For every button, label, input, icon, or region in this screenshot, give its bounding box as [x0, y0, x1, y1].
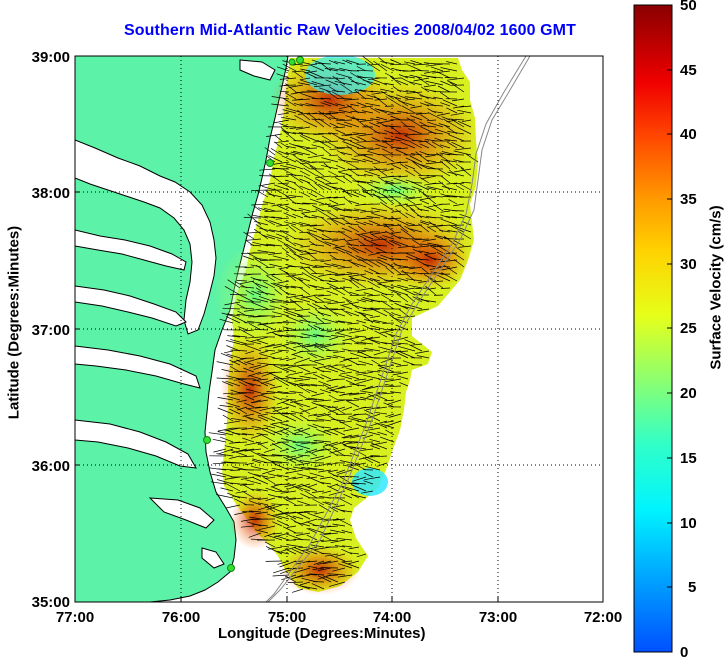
- colorbar-tick-label: 5: [688, 579, 696, 596]
- map-grid: [75, 56, 603, 602]
- y-tick-label: 39:00: [32, 49, 70, 66]
- colorbar-tick-label: 30: [680, 256, 697, 273]
- colorbar-tick-label: 40: [680, 126, 697, 143]
- y-tick-label: 38:00: [32, 185, 70, 202]
- colorbar-tick-label: 10: [680, 515, 697, 532]
- colorbar-tick-label: 20: [680, 385, 697, 402]
- y-axis-label: Latitude (Degrees:Minutes): [5, 225, 23, 420]
- colorbar: [633, 4, 673, 653]
- x-tick-label: 72:00: [584, 609, 622, 626]
- colorbar-label: Surface Velocity (cm/s): [707, 205, 724, 370]
- colorbar-tick-label: 15: [680, 450, 697, 467]
- x-tick-label: 77:00: [56, 609, 94, 626]
- velocity-field: [208, 56, 480, 595]
- x-tick-label: 74:00: [373, 609, 411, 626]
- x-tick-label: 73:00: [479, 609, 517, 626]
- colorbar-tick-label: 50: [680, 0, 697, 14]
- x-axis-label: Longitude (Degrees:Minutes): [218, 625, 426, 642]
- colorbar-tick-label: 0: [680, 644, 688, 659]
- x-tick-label: 76:00: [162, 609, 200, 626]
- y-tick-label: 35:00: [32, 594, 70, 611]
- colorbar-tick-label: 25: [680, 320, 697, 337]
- y-tick-label: 36:00: [32, 458, 70, 475]
- x-tick-label: 75:00: [268, 609, 306, 626]
- bathymetry-contour: [267, 56, 531, 602]
- chart-title: Southern Mid-Atlantic Raw Velocities 200…: [124, 22, 576, 39]
- radar-stations: [203, 56, 304, 572]
- y-tick-label: 37:00: [32, 322, 70, 339]
- colorbar-tick-label: 45: [680, 62, 697, 79]
- colorbar-tick-label: 35: [680, 191, 697, 208]
